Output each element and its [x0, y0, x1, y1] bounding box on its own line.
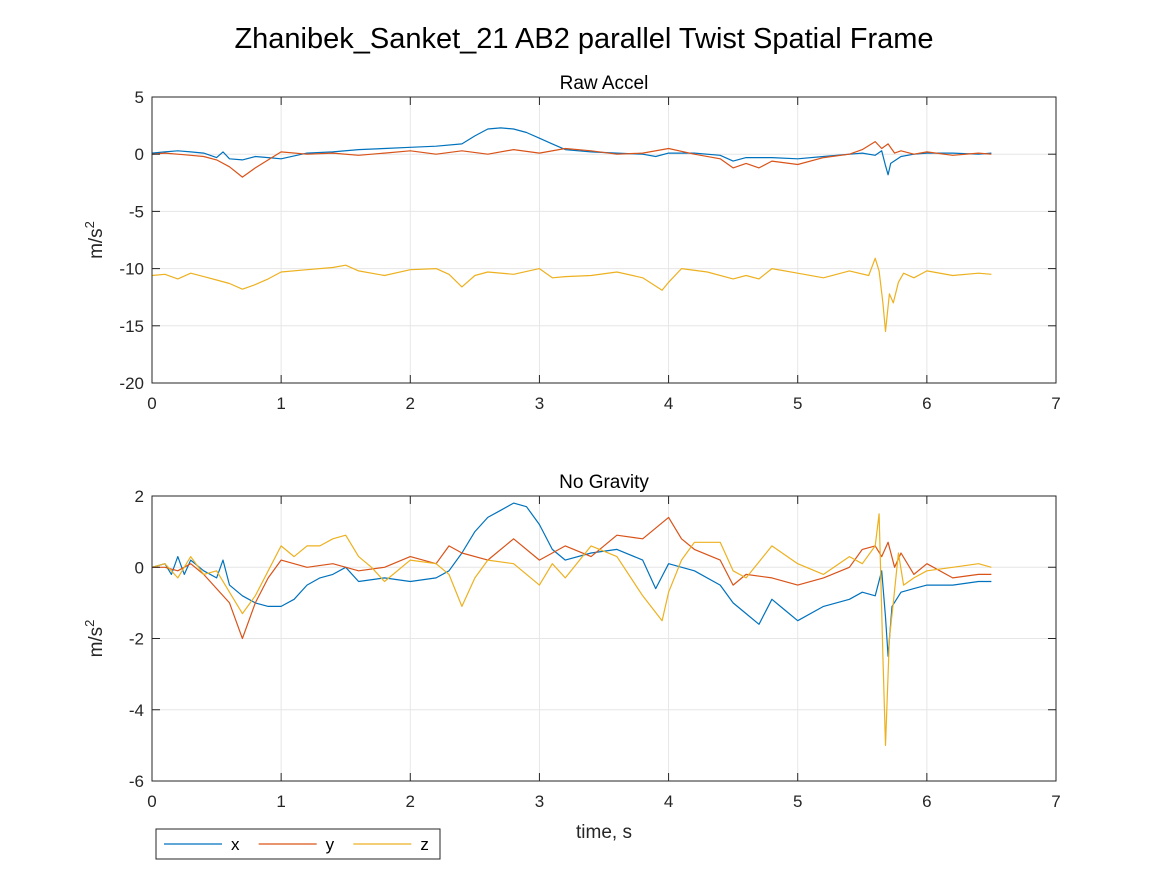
plot-area — [152, 97, 1056, 383]
y-tick-label: -4 — [129, 701, 144, 720]
x-tick-label: 2 — [406, 792, 415, 811]
x-tick-label: 3 — [535, 394, 544, 413]
y-tick-label: 0 — [135, 558, 144, 577]
series-line-z — [151, 257, 992, 333]
y-axis-label: m/s2 — [82, 221, 107, 259]
axes-box — [151, 96, 1057, 384]
x-tick-label: 2 — [406, 394, 415, 413]
x-tick-label: 5 — [793, 394, 802, 413]
x-tick-label: 4 — [664, 792, 673, 811]
y-tick-label: -2 — [129, 630, 144, 649]
figure-suptitle: Zhanibek_Sanket_21 AB2 parallel Twist Sp… — [234, 23, 933, 55]
series-line-x — [151, 502, 992, 657]
x-tick-label: 7 — [1051, 394, 1060, 413]
x-tick-label: 5 — [793, 792, 802, 811]
legend-label-z: z — [420, 835, 429, 854]
x-tick-label: 6 — [922, 394, 931, 413]
x-tick-label: 1 — [276, 394, 285, 413]
y-tick-label: -6 — [129, 772, 144, 791]
axes-title: Raw Accel — [560, 73, 649, 94]
series-line-x — [151, 127, 992, 176]
y-tick-label: 0 — [135, 145, 144, 164]
legend: x y z — [155, 828, 441, 860]
x-tick-label: 4 — [664, 394, 673, 413]
series-line-z — [151, 513, 992, 746]
y-tick-label: -10 — [119, 260, 144, 279]
x-tick-label: 0 — [147, 394, 156, 413]
x-tick-label: 3 — [535, 792, 544, 811]
y-tick-label: 2 — [135, 487, 144, 506]
x-tick-label: 7 — [1051, 792, 1060, 811]
y-tick-label: -20 — [119, 374, 144, 393]
y-axis-label-text: m/s — [86, 228, 107, 259]
y-tick-label: -5 — [129, 202, 144, 221]
series-line-y — [151, 141, 992, 178]
y-axis-label-exponent: 2 — [82, 620, 97, 627]
legend-label-x: x — [231, 835, 240, 854]
x-tick-label: 1 — [276, 792, 285, 811]
axes-title: No Gravity — [559, 472, 649, 493]
y-tick-label: 5 — [135, 88, 144, 107]
y-axis-label: m/s2 — [82, 620, 107, 658]
y-tick-label: -15 — [119, 317, 144, 336]
legend-label-y: y — [326, 835, 335, 854]
x-tick-label: 0 — [147, 792, 156, 811]
y-axis-label-exponent: 2 — [82, 221, 97, 228]
x-axis-label: time, s — [576, 822, 632, 843]
y-axis-label-text: m/s — [86, 627, 107, 658]
series-line-y — [152, 516, 992, 640]
x-tick-label: 6 — [922, 792, 931, 811]
